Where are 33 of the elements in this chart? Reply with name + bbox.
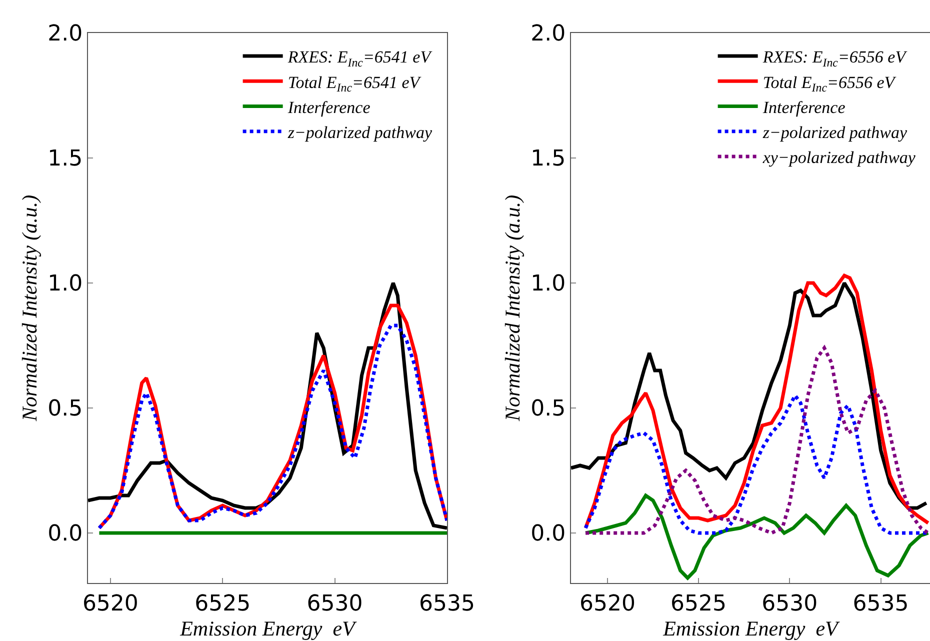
legend-label: Total E$_{Inc}$=6541 eV — [288, 72, 422, 94]
x-tick-label: 6525 — [670, 591, 727, 616]
y-axis-title: Normalized Intensity (a.u.) — [18, 194, 42, 422]
legend-label: z−polarized pathway — [286, 122, 432, 142]
line-series — [584, 346, 930, 535]
x-tick-label: 6520 — [82, 591, 138, 616]
x-axis-title: Emission Energy eV — [179, 616, 358, 640]
y-tick-label: 1.0 — [530, 272, 566, 297]
x-tick-label: 6530 — [762, 591, 818, 616]
legend-label: Total E$_{Inc}$=6556 eV — [762, 72, 898, 94]
y-tick-label: 0.0 — [530, 522, 566, 547]
x-tick-label: 6535 — [852, 591, 909, 616]
x-tick-label: 6525 — [194, 591, 251, 616]
line-series — [584, 494, 930, 580]
y-tick-label: 2.0 — [48, 22, 83, 47]
y-axis-title: Normalized Intensity (a.u.) — [500, 194, 525, 422]
x-tick-label: 6535 — [419, 591, 475, 616]
legend-label: Interference — [762, 98, 846, 117]
legend-label: RXES: E$_{Inc}$=6556 eV — [762, 48, 908, 70]
x-tick-label: 6530 — [306, 591, 363, 616]
legend-label: xy−polarized pathway — [762, 148, 916, 168]
y-tick-label: 1.5 — [530, 146, 566, 172]
y-tick-label: 0.5 — [530, 396, 566, 422]
x-axis-title: Emission Energy eV — [662, 616, 840, 640]
legend-label: RXES: E$_{Inc}$=6541 eV — [286, 48, 434, 70]
legend-label: Interference — [286, 98, 371, 117]
y-tick-label: 2.0 — [530, 22, 566, 47]
y-tick-label: 1.5 — [48, 146, 83, 172]
y-tick-label: 0.0 — [48, 522, 83, 547]
y-tick-label: 0.5 — [48, 396, 83, 422]
y-tick-label: 1.0 — [48, 272, 83, 297]
x-tick-label: 6520 — [579, 591, 636, 616]
legend-label: z−polarized pathway — [762, 122, 908, 142]
